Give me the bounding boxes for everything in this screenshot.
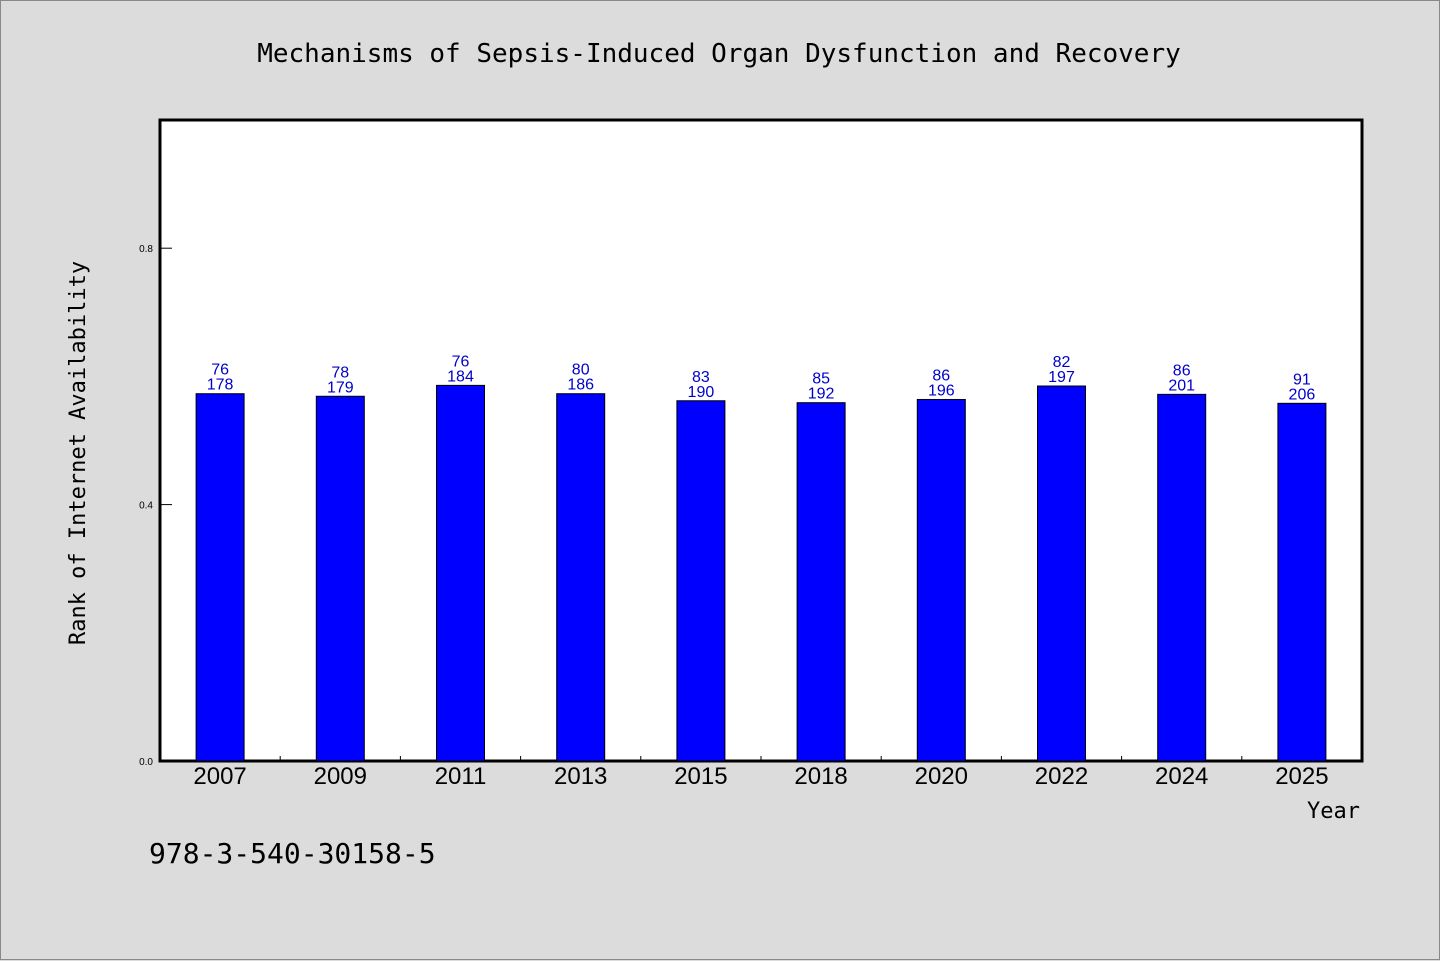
bar-label-bottom-2011: 184	[447, 368, 474, 385]
bar-label-top-2015: 83	[692, 369, 710, 386]
y-axis-ticks: 0.0 0.4 0.8	[139, 244, 172, 768]
x-tick-label-2025: 2025	[1275, 763, 1328, 790]
bar-label-top-2025: 91	[1293, 371, 1311, 388]
bar-label-bottom-2018: 192	[808, 386, 835, 403]
bar-label-top-2007: 76	[211, 362, 229, 379]
x-tick-label-2013: 2013	[554, 763, 607, 790]
bar-label-top-2020: 86	[932, 367, 950, 384]
bar-label-bottom-2007: 178	[207, 377, 234, 394]
bar-label-bottom-2015: 190	[688, 384, 715, 401]
x-tick-label-2015: 2015	[674, 763, 727, 790]
bar-label-bottom-2022: 197	[1048, 369, 1075, 386]
bar-label-top-2013: 80	[572, 362, 590, 379]
bar-label-top-2009: 78	[331, 364, 349, 381]
isbn-text: 978-3-540-30158-5	[149, 837, 436, 870]
bar-2009	[315, 395, 365, 762]
x-tick-label-2011: 2011	[435, 763, 487, 790]
bar-label-bottom-2009: 179	[327, 379, 354, 396]
bar-label-top-2022: 82	[1053, 354, 1071, 371]
bar-label-bottom-2024: 201	[1168, 377, 1195, 394]
x-axis-label: Year	[1307, 799, 1360, 824]
bar-label-bottom-2020: 196	[928, 382, 955, 399]
y-tick-label: 0.8	[139, 244, 153, 255]
x-tick-label-2024: 2024	[1155, 763, 1208, 790]
x-tick-label-2022: 2022	[1035, 763, 1088, 790]
x-tick-label-2018: 2018	[794, 763, 847, 790]
x-tick-label-2007: 2007	[193, 763, 246, 790]
x-tick-label-2009: 2009	[314, 763, 367, 790]
bar-2007	[195, 393, 245, 762]
bar-label-top-2018: 85	[812, 371, 830, 388]
y-tick-label: 0.0	[139, 757, 153, 768]
x-axis-ticks: 2007 2009 2011 2013 2015 2018 2020 2022 2024 2025	[193, 756, 1329, 790]
y-tick-label: 0.4	[139, 501, 153, 512]
chart-title: Mechanisms of Sepsis-Induced Organ Dysfu…	[257, 39, 1181, 69]
y-axis-label: Rank of Internet Availability	[66, 261, 91, 645]
bar-2025	[1277, 402, 1327, 762]
bar-label-top-2024: 86	[1173, 362, 1191, 379]
bar-2024	[1157, 393, 1207, 762]
bar-2015	[676, 400, 726, 762]
bar-2020	[916, 398, 966, 762]
bar-2011	[436, 384, 485, 762]
bar-label-top-2011: 76	[452, 353, 470, 370]
bar-label-bottom-2013: 186	[567, 377, 594, 394]
x-tick-label-2020: 2020	[915, 763, 968, 790]
bar-label-bottom-2025: 206	[1289, 386, 1316, 403]
bar-2013	[556, 393, 606, 762]
bar-2022	[1037, 385, 1086, 762]
bar-2018	[796, 402, 846, 762]
